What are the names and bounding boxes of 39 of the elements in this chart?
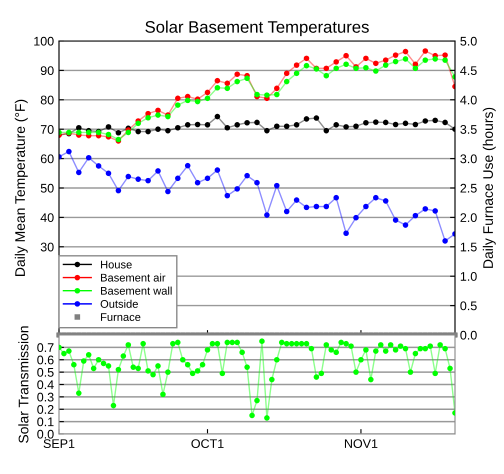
y2-axis-title: Daily Furnace Use (hours) [482, 108, 496, 268]
y2-tick-label: 0.5 [460, 301, 477, 310]
y2-tick-label: 2.0 [460, 213, 477, 222]
legend-label: Outside [100, 300, 138, 308]
y-tick-label: 50 [40, 184, 54, 193]
y-tick-label: 100 [34, 36, 54, 46]
y2-tick-label: 1.5 [460, 242, 477, 252]
legend-label: Basement wall [101, 286, 172, 295]
y-tick-label: 0.7 [37, 343, 54, 352]
y-tick-label: 0.6 [37, 356, 54, 364]
y-axis-title: Daily Mean Temperature (°F) [14, 100, 28, 276]
y-tick-label: 0.2 [37, 405, 54, 414]
y-tick-label: 0.3 [37, 392, 54, 402]
y2-tick-label: 5.0 [460, 36, 477, 46]
y-tick-label: 0.0 [37, 430, 54, 439]
legend-label: Basement air [101, 273, 166, 282]
y-tick-label: 0.5 [37, 368, 54, 377]
y-axis-title: Solar Transmission [18, 326, 28, 443]
y-tick-label: 30 [40, 242, 54, 252]
chart-title: Solar Basement Temperatures [145, 20, 369, 36]
y2-tick-label: 4.5 [460, 66, 477, 76]
y2-tick-label: 3.0 [460, 154, 477, 164]
y-tick-label: 0.4 [37, 380, 54, 390]
y-tick-label: 90 [40, 66, 54, 76]
y2-tick-label: 2.5 [460, 184, 477, 193]
y2-tick-label: 3.5 [460, 125, 477, 134]
x-tick-label: OCT1 [191, 439, 224, 448]
y-tick-label: 40 [40, 213, 54, 222]
y2-tick-label: 0.0 [460, 330, 477, 340]
x-tick-label: NOV1 [344, 439, 378, 448]
x-tick-label: SEP1 [44, 439, 74, 448]
y2-tick-label: 4.0 [460, 96, 477, 104]
y2-tick-label: 1.0 [460, 272, 477, 281]
y-tick-label: 80 [40, 96, 54, 104]
legend-label: Furnace [101, 313, 140, 322]
y-tick-label: 70 [40, 125, 54, 134]
legend-label: House [101, 260, 132, 268]
y-tick-label: 0.1 [37, 417, 54, 426]
y-tick-label: 60 [40, 154, 54, 164]
